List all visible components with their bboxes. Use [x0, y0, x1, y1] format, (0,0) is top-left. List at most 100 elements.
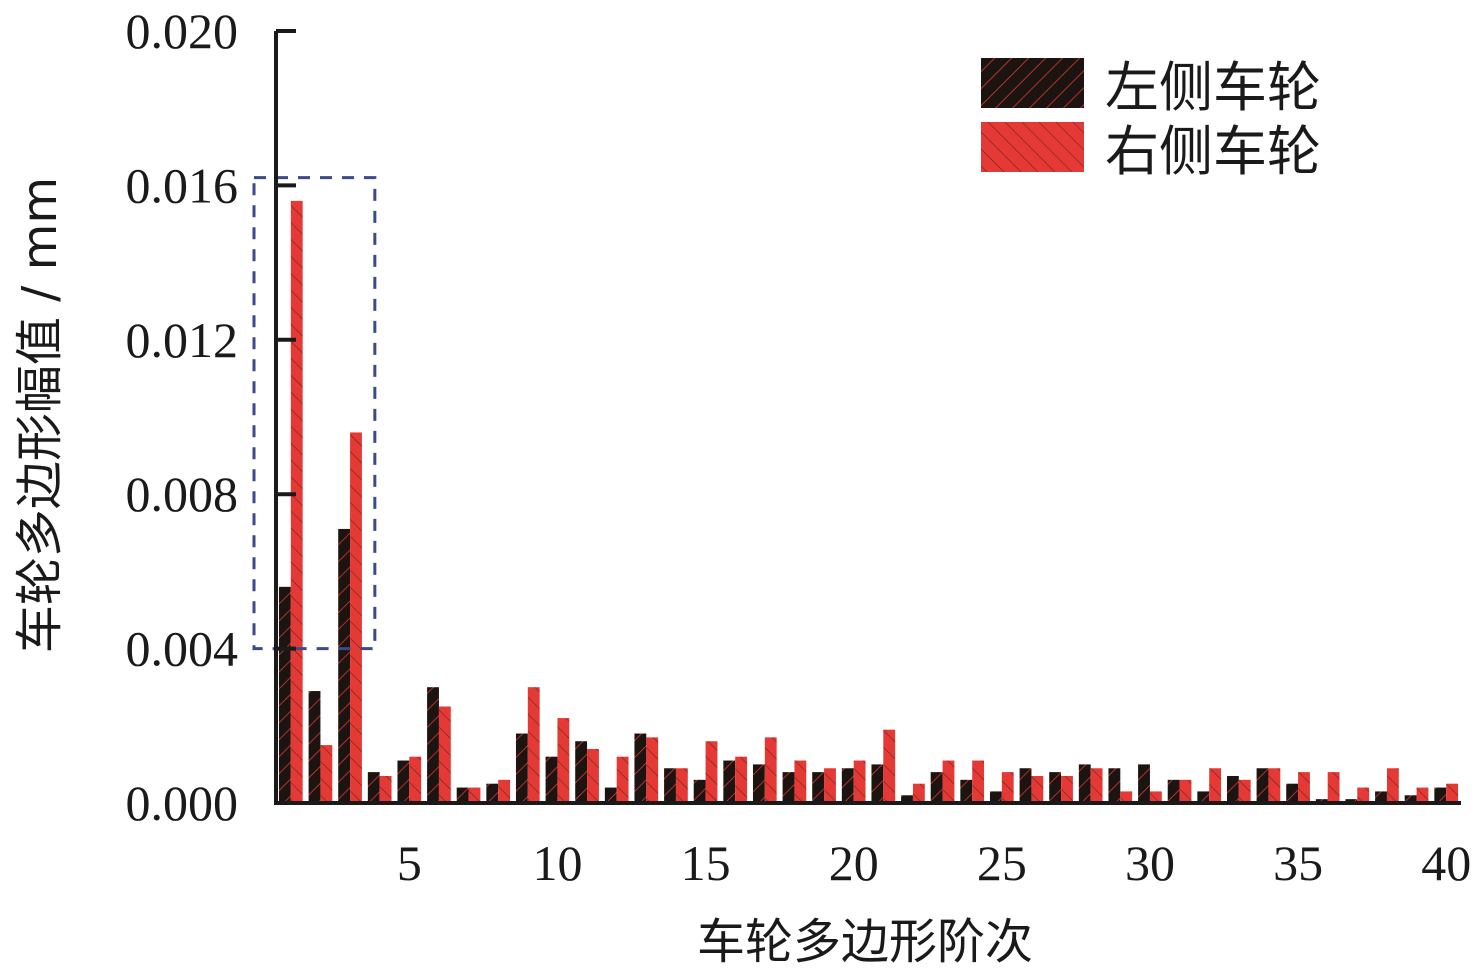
y-tick-labels: 0.000 0.004 0.008 0.012 0.016 0.020 — [126, 3, 239, 831]
bar-right-37 — [1357, 787, 1370, 803]
bar-right-23 — [942, 760, 955, 803]
bar-right-10 — [557, 718, 570, 803]
bar-right-3 — [350, 432, 362, 803]
y-tick-label: 0.000 — [126, 775, 239, 831]
bar-right-31 — [1179, 779, 1192, 803]
bar-left-19 — [812, 772, 825, 803]
legend-label-left: 左侧车轮 — [1105, 56, 1321, 119]
bar-right-18 — [794, 760, 807, 803]
highlight-box — [252, 176, 377, 651]
bar-right-24 — [972, 760, 985, 803]
bar-left-39 — [1404, 795, 1417, 803]
bar-right-4 — [379, 775, 392, 803]
bar-left-31 — [1167, 779, 1180, 803]
bar-left-21 — [871, 764, 884, 803]
legend-item-right: 右侧车轮 — [981, 120, 1321, 183]
bar-left-25 — [989, 791, 1002, 803]
bar-right-2 — [320, 745, 333, 803]
y-tick-label: 0.004 — [126, 621, 239, 677]
bar-right-14 — [675, 768, 688, 803]
y-tick-label: 0.016 — [126, 157, 239, 213]
bar-right-35 — [1298, 772, 1310, 803]
bar-left-32 — [1197, 791, 1210, 803]
bar-right-6 — [438, 706, 451, 803]
x-tick-label: 40 — [1421, 835, 1471, 891]
x-tick-labels: 5 10 15 20 25 30 35 40 — [397, 835, 1471, 891]
legend: 左侧车轮 右侧车轮 — [981, 56, 1321, 183]
bar-left-27 — [1049, 772, 1062, 803]
bar-right-20 — [853, 760, 866, 803]
legend-label-right: 右侧车轮 — [1105, 120, 1321, 183]
x-tick-label: 10 — [532, 835, 582, 891]
bar-right-16 — [735, 756, 748, 803]
bar-left-12 — [604, 787, 617, 803]
x-tick-label: 15 — [681, 835, 731, 891]
bar-right-19 — [824, 768, 836, 803]
bar-right-34 — [1268, 768, 1281, 803]
x-axis-title: 车轮多边形阶次 — [697, 914, 1033, 970]
bar-right-32 — [1209, 768, 1222, 803]
bar-right-15 — [705, 741, 718, 803]
bar-left-4 — [367, 772, 380, 803]
bar-left-38 — [1375, 791, 1387, 803]
bar-left-28 — [1078, 764, 1091, 803]
bar-left-11 — [575, 741, 588, 803]
bar-left-2 — [308, 691, 321, 803]
bar-right-9 — [527, 687, 540, 803]
bar-right-40 — [1446, 783, 1459, 803]
bar-left-15 — [693, 779, 706, 803]
bar-left-26 — [1019, 768, 1032, 803]
bar-left-22 — [901, 795, 913, 803]
bar-right-21 — [883, 729, 896, 803]
bar-right-1 — [290, 200, 303, 804]
bar-left-16 — [723, 760, 736, 803]
y-axis-title: 车轮多边形幅值 / mm — [12, 177, 68, 653]
x-tick-label: 25 — [977, 835, 1027, 891]
bar-right-8 — [498, 779, 511, 803]
axes-group — [274, 29, 1461, 805]
bar-right-13 — [646, 737, 659, 803]
bar-right-11 — [587, 748, 599, 803]
bar-left-9 — [515, 733, 528, 803]
bar-left-10 — [545, 756, 558, 803]
bars-group — [278, 200, 1459, 804]
y-tick-label: 0.020 — [126, 3, 239, 59]
bar-right-29 — [1120, 791, 1133, 803]
bar-left-23 — [930, 772, 943, 803]
bar-left-33 — [1226, 775, 1239, 803]
bar-left-29 — [1108, 768, 1121, 803]
bar-left-34 — [1256, 768, 1269, 803]
bar-right-39 — [1416, 787, 1429, 803]
bar-left-24 — [960, 779, 973, 803]
bar-right-7 — [468, 787, 481, 803]
bar-left-3 — [338, 528, 351, 803]
bar-left-17 — [752, 764, 765, 803]
bar-left-18 — [782, 772, 795, 803]
bar-right-38 — [1386, 768, 1399, 803]
bar-left-40 — [1434, 787, 1447, 803]
legend-item-left: 左侧车轮 — [981, 56, 1321, 119]
bar-right-25 — [1001, 772, 1014, 803]
bar-right-28 — [1090, 768, 1103, 803]
legend-swatch-left — [981, 58, 1084, 108]
bar-right-17 — [764, 737, 777, 803]
bar-left-14 — [664, 768, 676, 803]
bar-left-5 — [397, 760, 410, 803]
bar-left-35 — [1286, 783, 1299, 803]
bar-left-30 — [1138, 764, 1150, 803]
x-tick-label: 5 — [397, 835, 422, 891]
bar-right-30 — [1149, 791, 1162, 803]
x-tick-label: 20 — [829, 835, 879, 891]
bar-left-7 — [456, 787, 469, 803]
bar-right-36 — [1327, 772, 1340, 803]
bar-right-27 — [1061, 775, 1073, 803]
bar-right-22 — [912, 783, 925, 803]
legend-swatch-right — [981, 122, 1084, 172]
bar-left-8 — [486, 783, 499, 803]
bar-left-1 — [278, 586, 291, 803]
y-tick-label: 0.008 — [126, 466, 239, 522]
bar-left-20 — [841, 768, 854, 803]
bar-right-33 — [1238, 779, 1251, 803]
x-tick-label: 35 — [1273, 835, 1323, 891]
